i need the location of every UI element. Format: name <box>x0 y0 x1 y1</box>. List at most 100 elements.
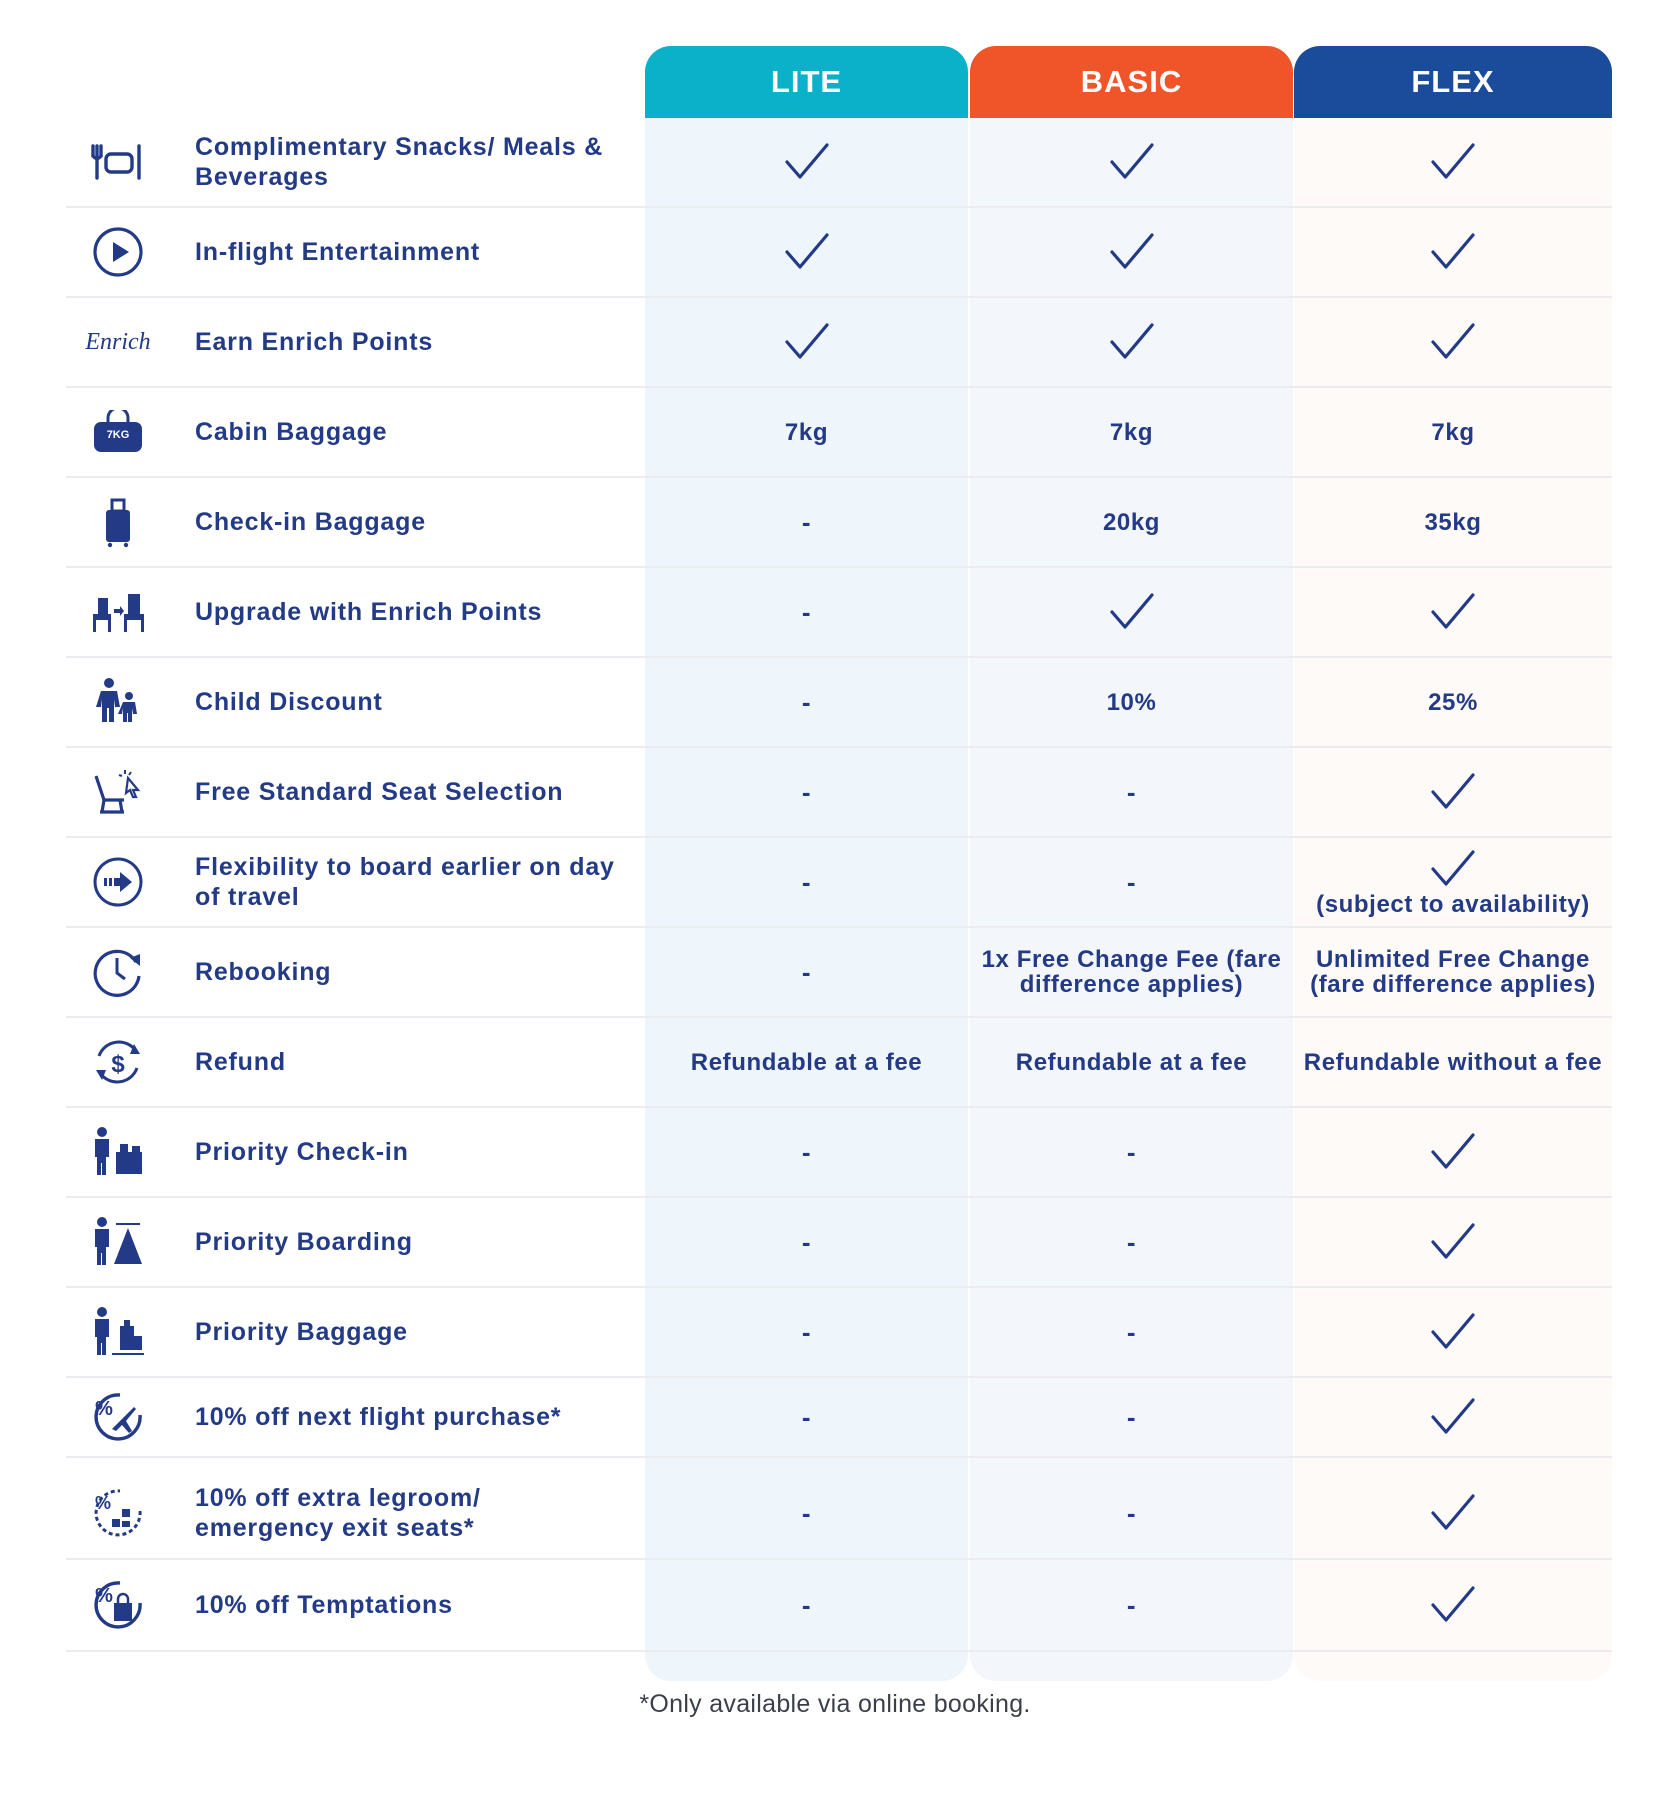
discount-shopping-icon: % <box>90 1575 146 1635</box>
basic-cell: - <box>970 1378 1293 1456</box>
feature-row: Flexibility to board earlier on day of t… <box>66 838 1612 928</box>
lite-value: - <box>801 506 812 537</box>
feature-label: 10% off next flight purchase* <box>195 1403 562 1431</box>
lite-cell: - <box>645 838 968 926</box>
flex-value: Refundable without a fee <box>1303 1048 1603 1076</box>
feature-label: Priority Baggage <box>195 1318 408 1346</box>
seat-select-icon <box>90 762 146 822</box>
basic-value: - <box>1126 1226 1137 1257</box>
flex-value: 25% <box>1428 688 1478 716</box>
feature-row: Priority Check-in - - <box>66 1108 1612 1198</box>
lite-cell: - <box>645 568 968 656</box>
feature-label: Cabin Baggage <box>195 418 388 446</box>
check-icon <box>1429 1492 1477 1534</box>
basic-cell <box>970 118 1293 206</box>
feature-row: In-flight Entertainment <box>66 208 1612 298</box>
check-icon <box>1429 1221 1477 1263</box>
discount-seat-icon: % <box>90 1483 146 1543</box>
lite-value: - <box>801 1497 812 1528</box>
basic-cell: - <box>970 838 1293 926</box>
basic-value: - <box>1126 1497 1137 1528</box>
check-icon <box>1429 231 1477 273</box>
lite-column-background <box>645 117 968 1681</box>
check-icon <box>783 321 831 363</box>
check-icon <box>1429 1131 1477 1173</box>
basic-cell: - <box>970 1198 1293 1286</box>
lite-column-header: LITE <box>645 46 968 118</box>
feature-label: In-flight Entertainment <box>195 238 481 266</box>
lite-cell: 7kg <box>645 388 968 476</box>
feature-label: Flexibility to board earlier on day of t… <box>195 853 615 911</box>
check-icon <box>1429 1396 1477 1438</box>
basic-value: - <box>1126 866 1137 897</box>
feature-row: Check-in Baggage - 20kg 35kg <box>66 478 1612 568</box>
basic-value: Refundable at a fee <box>1015 1048 1248 1076</box>
lite-value: 7kg <box>784 418 829 446</box>
lite-cell: - <box>645 1560 968 1650</box>
check-icon <box>1429 771 1477 813</box>
svg-text:%: % <box>95 1493 111 1513</box>
feature-label: 10% off Temptations <box>195 1591 453 1619</box>
basic-value: 10% <box>1106 688 1157 716</box>
feature-label: Complimentary Snacks/ Meals & Beverages <box>195 133 604 191</box>
svg-text:%: % <box>95 1398 113 1420</box>
lite-cell <box>645 298 968 386</box>
feature-row: % 10% off extra legroom/ emergency exit s… <box>66 1468 1612 1560</box>
basic-cell: - <box>970 748 1293 836</box>
feature-label: Rebooking <box>195 958 332 986</box>
check-icon <box>1108 141 1156 183</box>
flex-cell: 7kg <box>1294 388 1612 476</box>
flex-value: 7kg <box>1431 418 1475 446</box>
flex-cell <box>1294 1198 1612 1286</box>
feature-row: Priority Baggage - - <box>66 1288 1612 1378</box>
lite-value: - <box>801 956 812 987</box>
cabin-bag-icon: 7KG <box>90 402 146 462</box>
enrich-logo-text: Enrich <box>85 328 151 355</box>
basic-cell <box>970 298 1293 386</box>
flex-cell: Unlimited Free Change (fare difference a… <box>1294 928 1612 1016</box>
clock-rebook-icon <box>90 942 146 1002</box>
lite-cell: - <box>645 1378 968 1456</box>
flex-cell: Refundable without a fee <box>1294 1018 1612 1106</box>
suitcase-icon <box>90 492 146 552</box>
lite-value: - <box>801 686 812 717</box>
basic-cell <box>970 208 1293 296</box>
flex-cell <box>1294 1560 1612 1650</box>
check-icon <box>1429 321 1477 363</box>
discount-flight-icon: % <box>90 1387 146 1447</box>
feature-row: Rebooking - 1x Free Change Fee (fare diffe… <box>66 928 1612 1018</box>
check-icon <box>1429 141 1477 183</box>
basic-cell: - <box>970 1288 1293 1376</box>
basic-cell: 1x Free Change Fee (fare difference appl… <box>970 928 1293 1016</box>
basic-value: - <box>1126 1401 1137 1432</box>
lite-value: - <box>801 596 812 627</box>
flex-cell <box>1294 1378 1612 1456</box>
feature-label: Check-in Baggage <box>195 508 426 536</box>
flex-cell <box>1294 568 1612 656</box>
feature-label: Upgrade with Enrich Points <box>195 598 543 626</box>
svg-text:$: $ <box>111 1051 125 1078</box>
basic-cell: 10% <box>970 658 1293 746</box>
availability-note: (subject to availability) <box>1316 890 1590 918</box>
feature-row: Child Discount - 10% 25% <box>66 658 1612 748</box>
footnote: *Only available via online booking. <box>639 1690 1031 1718</box>
feature-label: Refund <box>195 1048 286 1076</box>
flex-column-background <box>1294 117 1612 1681</box>
lite-value: - <box>801 1316 812 1347</box>
feature-label: 10% off extra legroom/ emergency exit se… <box>195 1484 481 1542</box>
basic-cell: - <box>970 1560 1293 1650</box>
basic-cell: - <box>970 1468 1293 1558</box>
flex-cell <box>1294 748 1612 836</box>
basic-cell: - <box>970 1108 1293 1196</box>
flex-cell <box>1294 118 1612 206</box>
play-icon <box>90 222 146 282</box>
cabin-bag-weight: 7KG <box>106 429 130 441</box>
basic-value: 7kg <box>1109 418 1154 446</box>
lite-value: - <box>801 1136 812 1167</box>
lite-value: - <box>801 776 812 807</box>
lite-cell: - <box>645 1198 968 1286</box>
feature-row: Complimentary Snacks/ Meals & Beverages <box>66 118 1612 208</box>
check-icon <box>1108 321 1156 363</box>
feature-label: Free Standard Seat Selection <box>195 778 564 806</box>
